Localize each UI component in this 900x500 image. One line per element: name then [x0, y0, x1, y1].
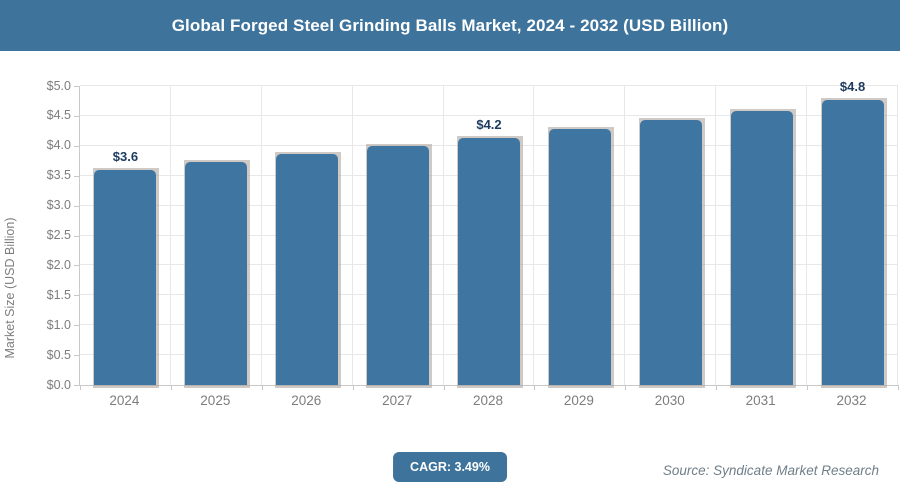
x-axis-tick — [625, 385, 626, 390]
v-gridline — [352, 86, 353, 385]
bar-2028 — [458, 138, 520, 385]
v-gridline — [806, 86, 807, 385]
y-tick-label: $3.5 — [46, 168, 71, 183]
y-axis-tick — [74, 235, 80, 237]
bar-value-label: $4.8 — [839, 79, 866, 95]
y-tick-label: $1.5 — [46, 287, 71, 302]
chart-footer: CAGR: 3.49% Source: Syndicate Market Res… — [0, 431, 900, 500]
h-gridline — [80, 114, 898, 116]
y-tick-label: $3.0 — [46, 198, 71, 213]
bar-2026 — [276, 154, 339, 385]
x-axis-tick — [80, 385, 81, 390]
x-tick-label: 2032 — [836, 393, 867, 408]
bar-2032 — [821, 100, 884, 385]
bar-2030 — [639, 120, 702, 385]
v-gridline — [533, 86, 534, 385]
plot-area: $3.6 $4.2 $4.8 — [74, 79, 899, 390]
bar-2024 — [94, 169, 157, 385]
v-gridline — [261, 86, 262, 385]
x-axis-tick — [716, 385, 717, 390]
y-tick-label: $2.0 — [46, 257, 71, 272]
y-axis-tick — [74, 86, 80, 87]
bar-chart: Market Size (USD Billion) $3.6 $4.2 $4.8 $… — [0, 51, 900, 431]
y-axis-tick — [74, 115, 80, 117]
y-axis-tick — [74, 325, 80, 327]
y-axis-tick — [74, 355, 80, 357]
x-axis-tick — [444, 385, 445, 390]
bar-value-label: $3.6 — [112, 148, 139, 164]
cagr-badge: CAGR: 3.49% — [393, 452, 507, 482]
bar-value-label: $4.2 — [476, 117, 502, 133]
y-axis-tick — [74, 385, 80, 386]
v-gridline — [624, 86, 625, 385]
h-gridline — [80, 85, 898, 86]
x-axis-tick — [898, 385, 899, 390]
chart-title-bar: Global Forged Steel Grinding Balls Marke… — [0, 0, 900, 51]
y-tick-label: $5.0 — [46, 78, 71, 93]
y-axis-tick — [74, 175, 80, 177]
x-tick-label: 2029 — [563, 393, 594, 408]
x-axis-tick — [262, 385, 263, 390]
x-axis-tick — [807, 385, 808, 390]
x-axis-tick — [534, 385, 535, 390]
x-axis-tick — [171, 385, 172, 390]
y-tick-label: $0.0 — [46, 377, 71, 392]
x-tick-label: 2026 — [291, 393, 322, 408]
bar-2027 — [367, 146, 430, 385]
y-tick-label: $0.5 — [46, 347, 71, 362]
bar-2029 — [548, 129, 611, 385]
x-tick-label: 2030 — [654, 393, 685, 408]
y-axis-tick — [74, 205, 80, 207]
x-axis-tick — [353, 385, 354, 390]
v-gridline — [443, 86, 444, 385]
y-axis-tick — [74, 265, 80, 267]
x-tick-label: 2031 — [745, 393, 776, 408]
x-tick-label: 2028 — [472, 393, 504, 408]
v-gridline — [897, 86, 898, 385]
bar-2031 — [730, 111, 793, 385]
y-axis-tick — [74, 295, 80, 297]
x-tick-label: 2025 — [200, 393, 231, 408]
bar-2025 — [185, 161, 248, 385]
v-gridline — [715, 86, 716, 385]
v-gridline — [170, 86, 171, 385]
chart-title: Global Forged Steel Grinding Balls Marke… — [171, 15, 729, 35]
y-tick-label: $4.0 — [46, 138, 71, 153]
x-tick-label: 2024 — [109, 393, 140, 408]
y-axis-tick — [74, 145, 80, 147]
y-tick-label: $2.5 — [46, 228, 71, 242]
source-text: Source: Syndicate Market Research — [662, 463, 879, 478]
y-tick-label: $4.5 — [46, 108, 71, 123]
y-tick-label: $1.0 — [46, 317, 71, 332]
x-tick-label: 2027 — [382, 393, 413, 408]
